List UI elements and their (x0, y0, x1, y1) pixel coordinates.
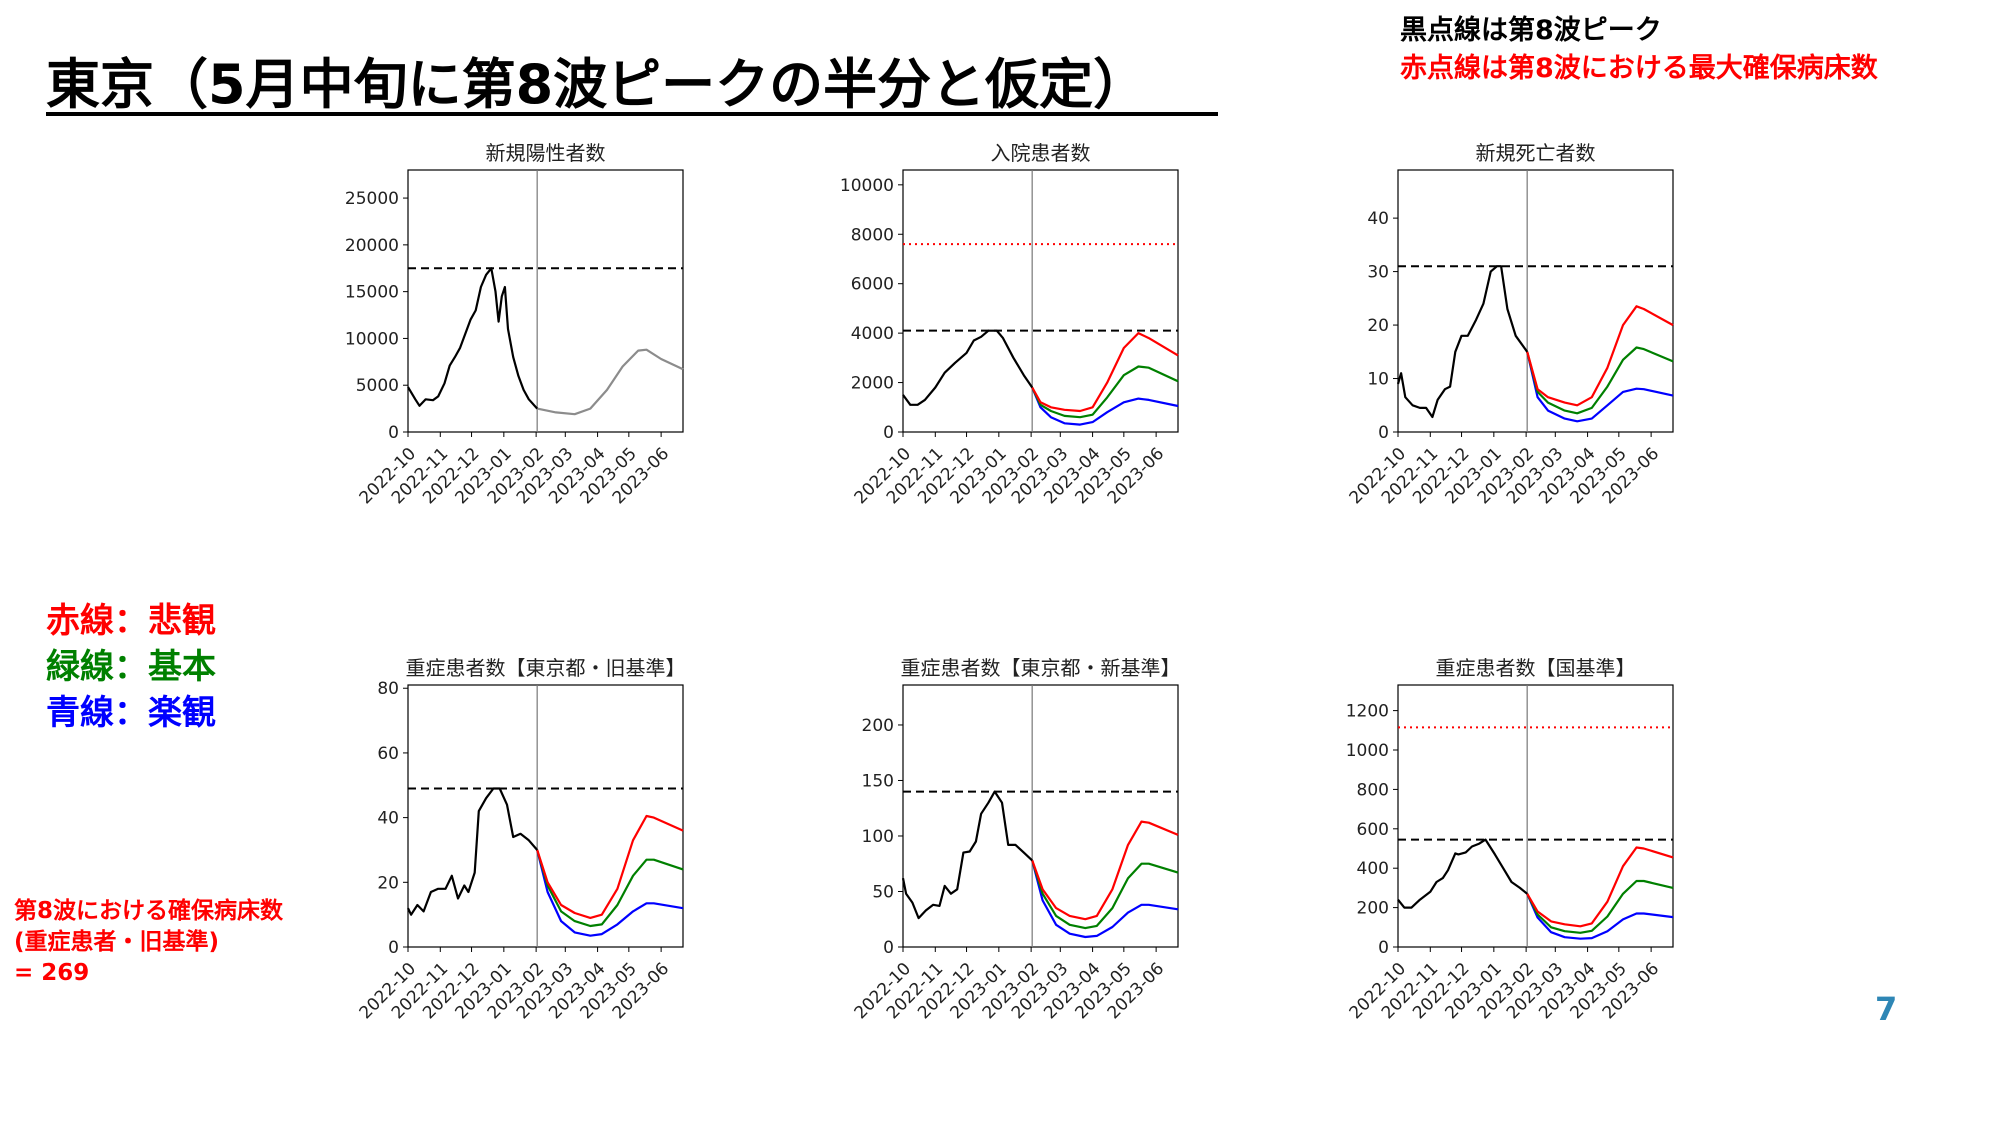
series-base (1526, 346, 1674, 415)
y-tick-label: 50 (872, 882, 894, 902)
chart-title: 重症患者数【東京都・旧基準】 (406, 656, 686, 680)
chart-severe-tokyo-new: 重症患者数【東京都・新基準】0501001502002022-102022-11… (851, 656, 1181, 1023)
y-tick-label: 25000 (345, 189, 399, 209)
plot-frame (1397, 684, 1674, 948)
y-tick-label: 200 (862, 716, 894, 736)
y-tick-label: 10000 (840, 176, 894, 196)
y-tick-label: 10000 (345, 329, 399, 349)
beds-note: 第8波における確保病床数 (重症患者・旧基準) = 269 (14, 896, 283, 989)
y-tick-label: 150 (862, 771, 894, 791)
legend-red-line: 赤点線は第8波における最大確保病床数 (1400, 53, 1878, 84)
plot-frame (902, 684, 1179, 948)
chart-title: 重症患者数【東京都・新基準】 (901, 656, 1181, 680)
series-optimistic (1526, 893, 1674, 940)
y-tick-label: 20000 (345, 236, 399, 256)
y-tick-label: 60 (377, 744, 399, 764)
y-tick-label: 0 (388, 938, 399, 958)
series-optimistic (536, 849, 684, 937)
y-tick-label: 1200 (1346, 702, 1389, 722)
legend-side: 赤線：悲観 緑線：基本 青線：楽観 (46, 598, 216, 736)
series-base (1031, 365, 1179, 419)
slide-title: 東京（5月中旬に第8波ピークの半分と仮定） (46, 53, 1148, 116)
chart-title: 重症患者数【国基準】 (1436, 656, 1636, 680)
y-tick-label: 4000 (851, 324, 894, 344)
y-tick-label: 5000 (356, 376, 399, 396)
legend-blue: 青線：楽観 (46, 693, 216, 733)
y-tick-label: 20 (377, 873, 399, 893)
legend-top: 黒点線は第8波ピーク 赤点線は第8波における最大確保病床数 (1400, 12, 1878, 88)
chart-new-deaths: 新規死亡者数0102030402022-102022-112022-122023… (1346, 141, 1674, 508)
beds-note-line2: (重症患者・旧基準) (14, 929, 220, 955)
series-observed (901, 790, 1033, 920)
series-pessimistic (536, 814, 684, 919)
y-tick-label: 80 (377, 679, 399, 699)
series-projection_single (536, 348, 684, 416)
y-tick-label: 0 (1378, 938, 1389, 958)
series-observed (1396, 265, 1529, 419)
series-observed (407, 787, 539, 916)
chart-severe-tokyo-old: 重症患者数【東京都・旧基準】0204060802022-102022-11202… (356, 656, 686, 1023)
series-observed (1397, 838, 1528, 909)
beds-note-line3: = 269 (14, 960, 90, 986)
chart-title: 新規陽性者数 (486, 141, 606, 165)
series-pessimistic (1526, 846, 1674, 928)
legend-red: 赤線：悲観 (46, 601, 216, 641)
y-tick-label: 0 (883, 423, 894, 443)
y-tick-label: 40 (377, 809, 399, 829)
series-base (1031, 860, 1179, 930)
beds-note-line1: 第8波における確保病床数 (14, 898, 284, 924)
series-pessimistic (1031, 820, 1179, 921)
legend-green: 緑線：基本 (46, 647, 216, 687)
y-tick-label: 6000 (851, 275, 894, 295)
series-base (1526, 879, 1674, 934)
y-tick-label: 1000 (1346, 741, 1389, 761)
plot-frame (407, 684, 684, 948)
series-optimistic (1031, 860, 1179, 939)
y-tick-label: 2000 (851, 374, 894, 394)
y-tick-label: 0 (388, 423, 399, 443)
series-pessimistic (1031, 332, 1179, 413)
page-number: 7 (1875, 990, 1898, 1028)
series-optimistic (1526, 351, 1674, 423)
y-tick-label: 400 (1357, 859, 1389, 879)
chart-severe-national: 重症患者数【国基準】0200400600800100012002022-1020… (1346, 656, 1674, 1023)
y-tick-label: 0 (883, 938, 894, 958)
y-tick-label: 20 (1367, 316, 1389, 336)
plot-frame (407, 169, 684, 433)
y-tick-label: 15000 (345, 283, 399, 303)
series-optimistic (1031, 387, 1179, 426)
chart-title: 入院患者数 (991, 141, 1091, 165)
series-observed (407, 267, 539, 410)
title-underline (46, 112, 1218, 116)
series-observed (902, 329, 1034, 406)
y-tick-label: 10 (1367, 370, 1389, 390)
chart-title: 新規死亡者数 (1476, 141, 1596, 165)
chart-hospitalized: 入院患者数02000400060008000100002022-102022-1… (840, 141, 1179, 508)
plot-frame (1397, 169, 1674, 433)
chart-new-cases: 新規陽性者数05000100001500020000250002022-1020… (345, 141, 684, 508)
plot-frame (902, 169, 1179, 433)
series-pessimistic (1526, 305, 1674, 407)
y-tick-label: 8000 (851, 225, 894, 245)
y-tick-label: 600 (1357, 820, 1389, 840)
series-base (536, 849, 684, 928)
legend-black-line: 黒点線は第8波ピーク (1400, 15, 1662, 46)
y-tick-label: 800 (1357, 780, 1389, 800)
y-tick-label: 0 (1378, 423, 1389, 443)
y-tick-label: 100 (862, 827, 894, 847)
y-tick-label: 200 (1357, 899, 1389, 919)
y-tick-label: 40 (1367, 209, 1389, 229)
y-tick-label: 30 (1367, 263, 1389, 283)
